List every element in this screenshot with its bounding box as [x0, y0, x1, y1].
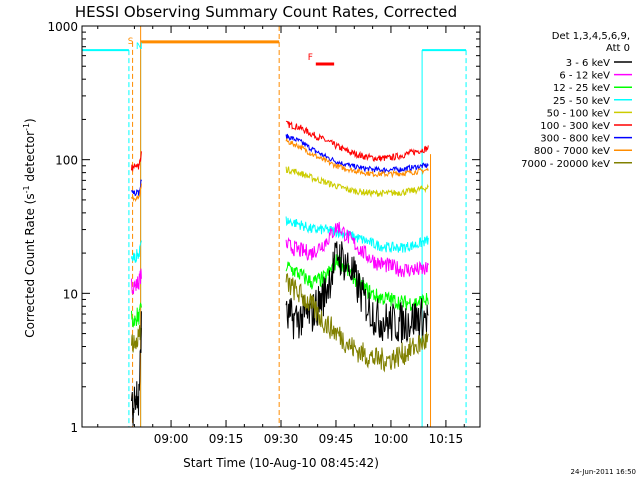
- legend-label: 800 - 7000 keV: [534, 146, 610, 157]
- y-tick-label: 1000: [47, 20, 78, 34]
- series-300-800keV-seg0: [131, 179, 142, 197]
- series-6-12keV-seg1: [285, 221, 429, 278]
- y-tick-label: 1: [70, 421, 78, 435]
- legend-label: 25 - 50 keV: [553, 96, 610, 107]
- series-3-6keV-seg1: [285, 241, 429, 344]
- series-6-12keV-seg0: [131, 268, 142, 295]
- plot-frame: [81, 25, 481, 428]
- annotation-s: S: [128, 37, 134, 47]
- series-50-100keV-seg1: [285, 166, 429, 198]
- y-tick-label: 100: [55, 154, 78, 168]
- x-tick-label: 10:15: [429, 432, 464, 446]
- x-tick-label: 09:45: [319, 432, 354, 446]
- x-tick-label: 09:00: [154, 432, 189, 446]
- legend-label: 7000 - 20000 keV: [521, 159, 610, 170]
- legend-label: 12 - 25 keV: [553, 83, 610, 94]
- series-300-800keV-seg1: [285, 133, 429, 175]
- footer-date: 24-Jun-2011 16:50: [571, 468, 637, 476]
- series-7000-20000keV-seg0: [131, 324, 142, 353]
- legend-label: 50 - 100 keV: [547, 108, 611, 119]
- series-3-6keV-seg0: [131, 311, 142, 426]
- x-tick-label: 10:00: [374, 432, 409, 446]
- series-800-7000keV-seg0: [131, 183, 142, 203]
- x-tick-label: 09:15: [209, 432, 244, 446]
- series-100-300keV-seg0: [131, 151, 142, 173]
- annotation-f: F: [308, 53, 313, 63]
- x-axis-label: Start Time (10-Aug-10 08:45:42): [183, 456, 379, 470]
- legend: Det 1,3,4,5,6,9,Att 0 3 - 6 keV 6 - 12 keV…: [521, 31, 632, 170]
- series-25-50keV-seg1: [285, 216, 429, 253]
- annotation-n: N: [136, 42, 143, 52]
- legend-label: 6 - 12 keV: [559, 71, 610, 82]
- series-7000-20000keV-seg1: [285, 272, 429, 373]
- series-100-300keV-seg1: [285, 120, 429, 163]
- legend-label: 100 - 300 keV: [540, 121, 610, 132]
- x-tick-label: 09:30: [264, 432, 299, 446]
- legend-label: 3 - 6 keV: [566, 58, 610, 69]
- y-axis-label: Corrected Count Rate (s-1 detector-1): [22, 118, 37, 337]
- y-tick-label: 10: [63, 287, 78, 301]
- legend-header: Att 0: [606, 43, 630, 54]
- chart-title: HESSI Observing Summary Count Rates, Cor…: [75, 3, 457, 21]
- series-12-25keV-seg0: [131, 302, 142, 328]
- legend-label: 300 - 800 keV: [540, 134, 610, 145]
- series-25-50keV-seg0: [131, 240, 142, 264]
- legend-header: Det 1,3,4,5,6,9,: [552, 31, 630, 42]
- series-800-7000keV-seg1: [285, 138, 429, 179]
